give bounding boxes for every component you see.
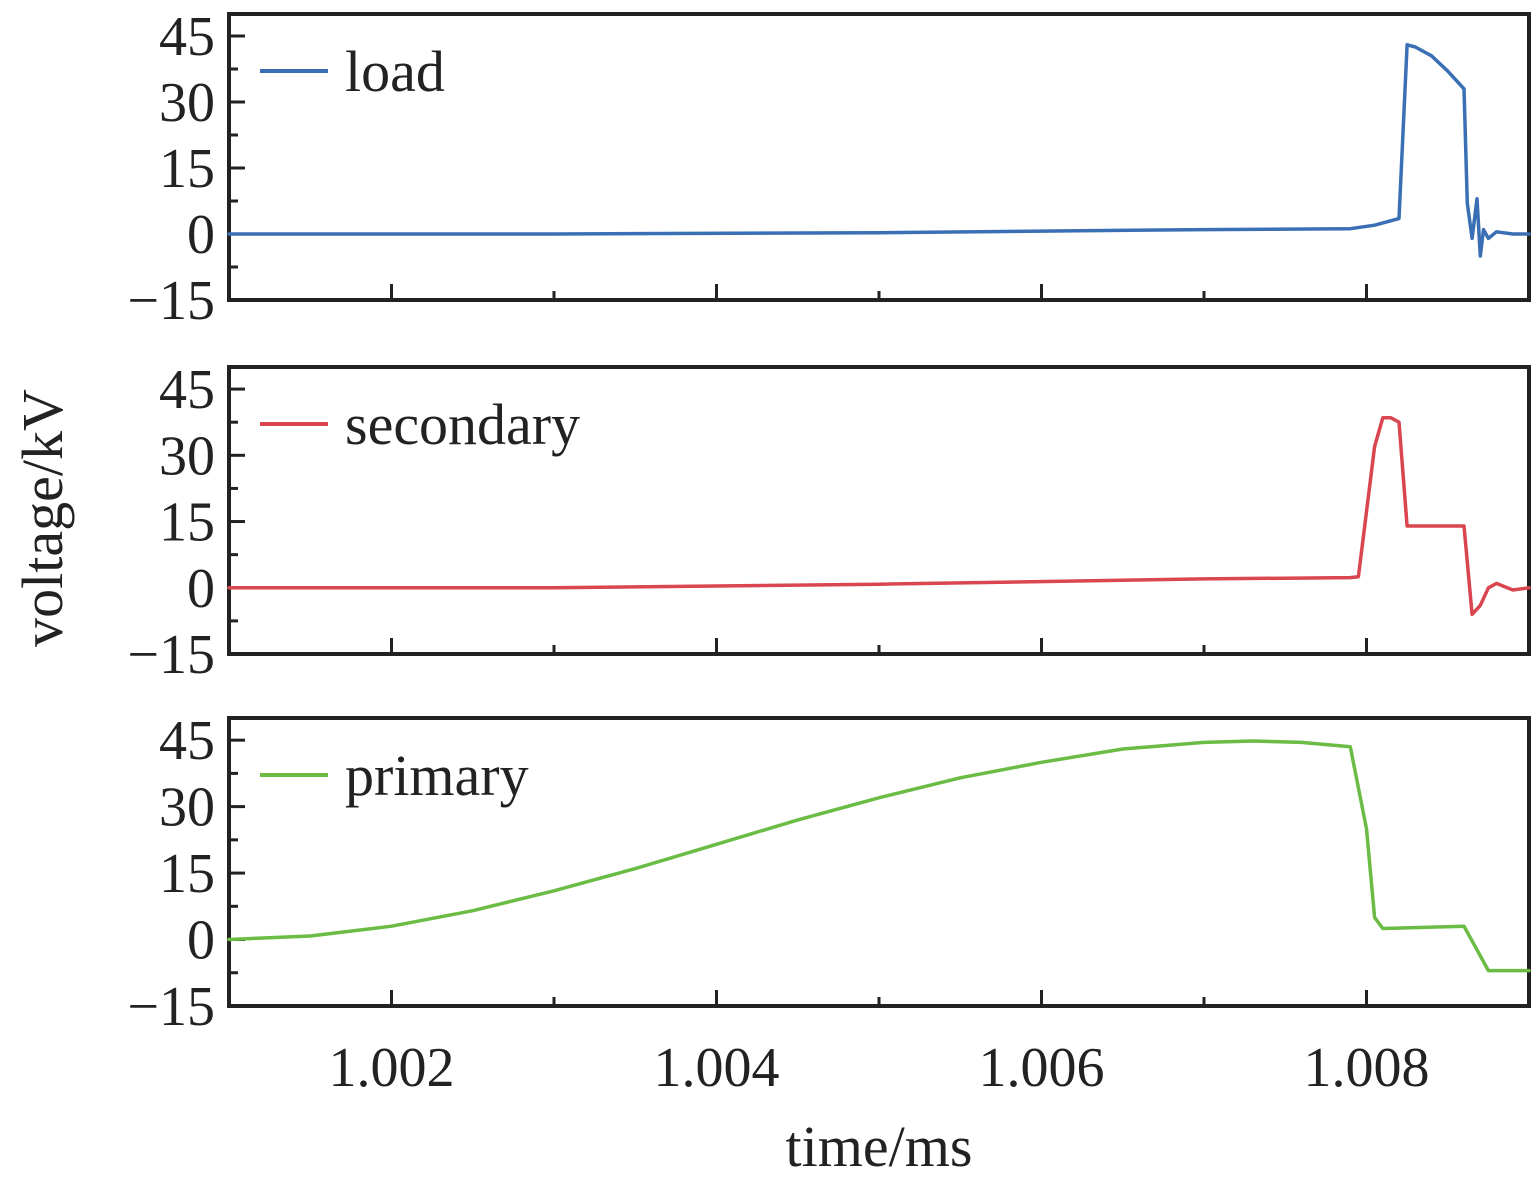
y-tick-label: 15 xyxy=(159,138,215,200)
y-axis-title: voltage/kV xyxy=(10,389,75,647)
x-axis-title: time/ms xyxy=(786,1114,973,1179)
y-tick-label: 30 xyxy=(159,72,215,134)
legend-label-load: load xyxy=(345,39,445,104)
legend-label-secondary: secondary xyxy=(345,392,580,457)
y-tick-label: 45 xyxy=(159,6,215,68)
x-tick-label: 1.002 xyxy=(329,1037,455,1099)
y-tick-label: 0 xyxy=(187,558,215,620)
x-tick-label: 1.006 xyxy=(979,1037,1105,1099)
y-tick-label: −15 xyxy=(127,976,215,1038)
x-tick-label: 1.008 xyxy=(1304,1037,1430,1099)
legend-label-primary: primary xyxy=(345,743,529,808)
series-line-secondary xyxy=(227,416,1531,617)
y-tick-label: 15 xyxy=(159,492,215,554)
y-tick-label: 45 xyxy=(159,359,215,421)
y-tick-label: 0 xyxy=(187,910,215,972)
y-tick-label: −15 xyxy=(127,624,215,686)
series-line-load xyxy=(227,43,1531,258)
y-tick-label: 0 xyxy=(187,204,215,266)
panels-layer: −150153045load−150153045secondary−150153… xyxy=(127,6,1531,1099)
y-tick-label: 30 xyxy=(159,425,215,487)
x-tick-label: 1.004 xyxy=(654,1037,780,1099)
series-line-primary xyxy=(227,739,1531,973)
y-tick-label: 15 xyxy=(159,843,215,905)
y-tick-label: −15 xyxy=(127,270,215,332)
y-tick-label: 30 xyxy=(159,777,215,839)
y-tick-label: 45 xyxy=(159,710,215,772)
